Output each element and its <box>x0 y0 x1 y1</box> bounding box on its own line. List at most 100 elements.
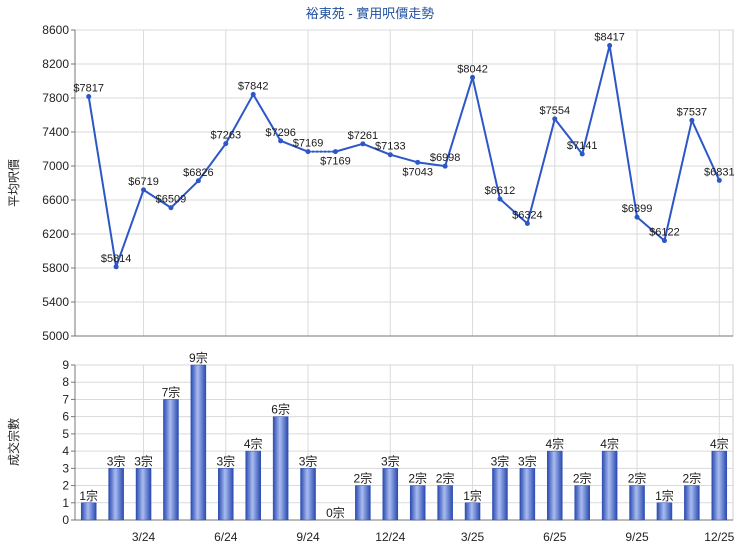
volume-data-label: 2宗 <box>354 471 373 486</box>
volume-data-label: 3宗 <box>216 453 235 468</box>
volume-axis-title: 成交宗數 <box>6 418 21 466</box>
price-line-segment <box>142 188 172 209</box>
price-data-label: $7296 <box>265 127 296 139</box>
volume-y-tick-label: 8 <box>62 375 69 389</box>
volume-bar <box>163 399 179 521</box>
volume-bar <box>272 416 289 521</box>
price-y-tick-label: 7800 <box>42 91 69 105</box>
volume-bar <box>135 468 152 521</box>
volume-bar <box>190 364 207 521</box>
volume-bar <box>519 468 536 521</box>
price-line-segment <box>361 142 392 156</box>
price-point <box>332 149 338 155</box>
x-tick-label: 3/25 <box>461 530 485 544</box>
volume-data-label: 2宗 <box>683 471 702 486</box>
price-data-label: $6831 <box>704 166 735 178</box>
volume-data-label: 1宗 <box>463 488 482 503</box>
price-y-tick-label: 6600 <box>42 193 69 207</box>
price-line-segment <box>87 95 118 268</box>
volume-bar <box>574 485 590 521</box>
x-tick-label: 6/24 <box>214 530 238 544</box>
price-point <box>661 238 667 244</box>
price-point <box>442 163 448 169</box>
volume-bar <box>437 485 453 521</box>
volume-y-tick-label: 7 <box>62 392 69 406</box>
price-y-tick-label: 5400 <box>42 295 69 309</box>
price-point <box>579 151 585 157</box>
price-data-label: $6826 <box>183 167 214 179</box>
price-line-segment <box>471 76 501 200</box>
price-point <box>195 178 201 184</box>
volume-bar <box>382 468 399 521</box>
price-data-label: $7537 <box>677 106 708 118</box>
volume-data-label: 4宗 <box>600 436 619 451</box>
price-point <box>634 214 640 220</box>
price-y-tick-label: 5800 <box>42 261 69 275</box>
price-data-label: $6324 <box>512 209 543 221</box>
price-panel: 5000 5400 5800 6200 6600 7000 7400 7800 8200 8600… <box>42 23 734 343</box>
price-data-label: $6998 <box>430 152 461 164</box>
price-point <box>387 152 393 158</box>
volume-y-tick-label: 1 <box>62 496 69 510</box>
volume-data-label: 4宗 <box>710 436 729 451</box>
volume-y-tick-label: 5 <box>62 427 69 441</box>
volume-bar <box>355 485 371 521</box>
price-y-tick-label: 7400 <box>42 125 69 139</box>
price-point <box>360 141 366 147</box>
price-y-tick-label: 8600 <box>42 23 69 37</box>
volume-bar <box>245 450 261 521</box>
price-data-label: $6612 <box>485 185 516 197</box>
price-data-label: $7261 <box>348 130 379 142</box>
volume-bar <box>629 485 645 521</box>
volume-data-label: 3宗 <box>107 453 126 468</box>
volume-bar <box>547 450 563 521</box>
volume-data-label: 1宗 <box>79 488 98 503</box>
x-tick-label: 3/24 <box>132 530 156 544</box>
volume-bar <box>492 468 508 521</box>
price-point <box>415 159 421 165</box>
volume-panel: 0 1 2 3 4 5 6 7 8 9 1宗 3宗 3宗 7宗 9宗 3宗 4宗 6宗 3宗 0宗 2宗 3宗 2宗 2宗 1宗… <box>62 350 734 544</box>
x-tick-label: 12/24 <box>375 530 405 544</box>
volume-data-label: 3宗 <box>381 453 400 468</box>
price-data-label: $6719 <box>128 176 159 188</box>
volume-data-label: 7宗 <box>162 384 181 399</box>
volume-plot-area <box>74 364 734 521</box>
price-line-segment <box>553 117 584 156</box>
price-line-segment <box>279 139 310 153</box>
price-line-segment <box>581 44 611 156</box>
price-data-label: $8417 <box>594 32 625 44</box>
volume-data-label: 4宗 <box>545 436 564 451</box>
volume-y-tick-label: 4 <box>62 444 69 458</box>
price-line-segment <box>444 76 474 168</box>
volume-bar <box>80 502 97 521</box>
price-plot-area <box>74 29 734 337</box>
volume-data-label: 3宗 <box>518 453 537 468</box>
volume-bar <box>409 485 426 521</box>
price-y-tick-label: 5000 <box>42 329 69 343</box>
volume-data-label: 9宗 <box>189 350 208 365</box>
price-point <box>86 94 92 100</box>
volume-bar <box>656 502 673 521</box>
price-point <box>689 117 695 123</box>
price-point <box>552 116 558 122</box>
volume-data-label: 2宗 <box>408 471 427 486</box>
price-y-tick-label: 8200 <box>42 57 69 71</box>
price-point <box>305 149 311 155</box>
price-point <box>524 220 530 226</box>
price-point <box>470 74 476 80</box>
volume-data-label: 4宗 <box>244 436 263 451</box>
price-y-tick-label: 6200 <box>42 227 69 241</box>
volume-data-label: 3宗 <box>299 453 318 468</box>
price-data-label: $7169 <box>320 156 351 168</box>
price-data-label: $7133 <box>375 141 406 153</box>
volume-bar <box>601 450 618 521</box>
price-data-label: $6509 <box>156 194 187 206</box>
volume-bar <box>218 468 234 521</box>
price-point <box>607 43 613 49</box>
price-data-label: $7842 <box>238 80 269 92</box>
x-tick-label: 12/25 <box>704 530 734 544</box>
price-data-label: $5814 <box>101 253 132 265</box>
volume-data-label: 2宗 <box>573 471 592 486</box>
x-tick-label: 9/24 <box>296 530 320 544</box>
